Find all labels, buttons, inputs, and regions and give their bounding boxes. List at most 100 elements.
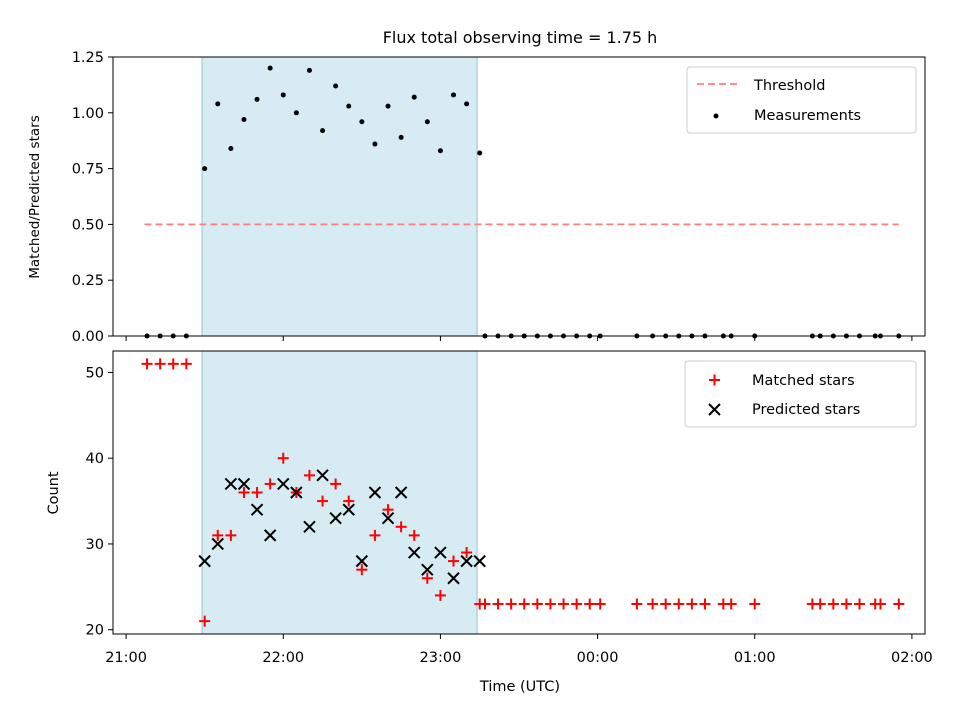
matched-star-point [408, 529, 420, 541]
bottom-x-ticks: 21:00 22:00 23:00 00:00 01:00 02:00 [105, 634, 933, 666]
matched-star-point [571, 598, 583, 610]
predicted-star-point [211, 537, 224, 551]
measurement-point [280, 92, 286, 98]
bottom-legend: Matched stars Predicted stars [684, 360, 917, 428]
bottom-y-tick-label: 30 [86, 537, 104, 553]
top-plot-frame [112, 56, 926, 337]
measurement-point [241, 116, 247, 122]
bottom-y-tick-label: 20 [86, 623, 104, 639]
matched-star-point [505, 598, 517, 610]
matched-star-point [725, 598, 737, 610]
bottom-x-tick-label: 00:00 [577, 650, 619, 666]
matched-star-point [167, 358, 179, 370]
matched-star-point [303, 469, 315, 481]
predicted-star-point [460, 554, 473, 568]
measurement-point [333, 83, 339, 89]
predicted-star-point [381, 512, 395, 525]
count-points [141, 358, 905, 627]
predicted-star-point [303, 520, 316, 534]
legend-measurements-label: Measurements [754, 108, 861, 124]
matched-star-point [594, 598, 606, 610]
top-y-tick-label: 0.75 [72, 162, 104, 178]
matched-star-point [827, 598, 839, 610]
matched-star-point [317, 495, 329, 507]
measurement-point [346, 103, 352, 109]
predicted-star-point [342, 503, 355, 516]
top-y-tick-label: 1.25 [72, 50, 104, 66]
matched-star-point [479, 598, 491, 610]
matched-star-point [369, 529, 381, 541]
matched-star-point [382, 504, 394, 516]
predicted-star-point [250, 503, 264, 516]
matched-star-point [686, 598, 698, 610]
legend-predicted-swatch [708, 403, 721, 416]
measurement-point [411, 94, 417, 100]
matched-star-point [395, 521, 407, 533]
matched-star-point [749, 598, 761, 610]
predicted-star-point [198, 554, 211, 568]
matched-star-point [544, 598, 556, 610]
matched-star-point [180, 358, 192, 370]
predicted-star-point [421, 563, 434, 576]
measurement-point [293, 110, 299, 116]
predicted-star-point [447, 572, 460, 585]
top-y-tick-label: 0.50 [72, 217, 104, 233]
matched-star-point [356, 564, 368, 576]
matched-star-point [647, 598, 659, 610]
predicted-star-point [394, 486, 408, 499]
top-y-tick-label: 1.00 [72, 106, 104, 122]
predicted-star-point [408, 546, 421, 559]
top-shaded-band [201, 56, 478, 337]
matched-star-point [251, 487, 263, 498]
measurement-point [320, 128, 326, 134]
matched-star-point [225, 529, 237, 541]
measurement-point [267, 65, 273, 71]
matched-star-point [154, 358, 166, 370]
measurement-point [228, 146, 234, 152]
matched-star-point [434, 589, 446, 601]
bottom-y-axis-label: Count [46, 471, 62, 514]
predicted-star-point [355, 554, 369, 568]
predicted-star-point [434, 546, 447, 559]
predicted-star-point [473, 554, 486, 568]
matched-star-point [277, 452, 289, 464]
matched-star-point [264, 478, 276, 490]
bottom-y-tick-label: 40 [86, 451, 104, 467]
matched-star-point [874, 598, 886, 610]
top-y-axis-label: Matched/Predicted stars [27, 115, 43, 278]
bottom-x-tick-label: 23:00 [420, 650, 462, 666]
measurement-point [254, 96, 260, 102]
matched-star-point [518, 598, 530, 610]
bottom-plot-frame [112, 350, 926, 635]
bottom-x-tick-label: 21:00 [105, 650, 147, 666]
bottom-x-tick-label: 22:00 [262, 650, 304, 666]
predicted-star-point [277, 477, 290, 491]
matched-star-point [330, 478, 342, 490]
measurement-point [437, 148, 443, 154]
matched-star-point [660, 598, 672, 610]
matched-star-point [238, 487, 250, 498]
measurement-point [424, 119, 430, 125]
matched-star-point [141, 358, 153, 370]
top-x-ticks [125, 336, 913, 341]
top-panel: 0.00 0.25 0.50 0.75 1.00 1.25 Matched/Predict… [27, 50, 926, 345]
predicted-star-point [316, 469, 329, 482]
matched-star-point [492, 598, 504, 610]
matched-star-point [212, 529, 224, 541]
measurement-point [372, 141, 378, 147]
matched-star-point [199, 615, 211, 627]
bottom-x-tick-label: 01:00 [734, 650, 776, 666]
bottom-x-tick-label: 02:00 [891, 650, 933, 666]
bottom-y-tick-label: 50 [86, 365, 104, 381]
predicted-star-point [224, 477, 238, 491]
matched-star-point [531, 598, 543, 610]
matched-star-point [448, 555, 460, 567]
measurement-point [202, 166, 208, 172]
measurement-point [215, 101, 221, 107]
x-axis-label: Time (UTC) [479, 679, 560, 695]
predicted-star-point [368, 486, 382, 499]
measurement-point [477, 150, 483, 156]
predicted-star-point [237, 477, 251, 491]
matched-star-point [854, 598, 866, 610]
matched-star-point [893, 598, 905, 610]
